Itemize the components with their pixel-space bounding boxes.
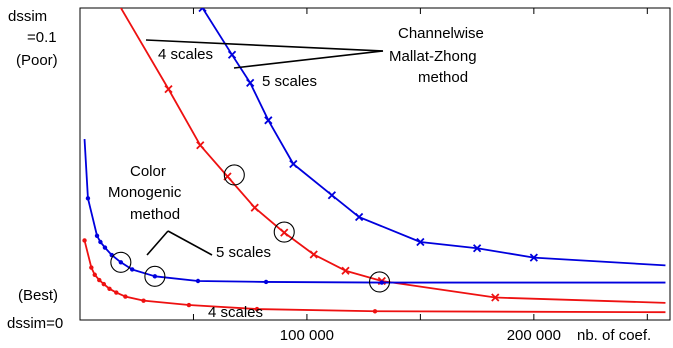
mono-pointer-b <box>167 230 213 256</box>
series-2 <box>83 138 666 285</box>
mallat-label-line1: Channelwise <box>398 25 484 42</box>
data-point-marker <box>354 212 364 222</box>
data-point-marker <box>101 281 107 287</box>
mono-label-line1: Color <box>130 163 166 180</box>
series-layer <box>82 8 666 314</box>
series-line <box>83 240 666 314</box>
data-point-marker <box>254 306 260 312</box>
data-point-marker <box>227 50 237 59</box>
y-axis-bottom-label-line2: dssim=0 <box>7 315 63 332</box>
data-point-marker <box>491 293 500 302</box>
data-point-marker <box>102 245 108 250</box>
x-axis-ticks: 100 000 200 000 <box>192 8 648 344</box>
highlight-circle <box>223 164 245 186</box>
series-0 <box>198 8 666 267</box>
mono-label-line2: Monogenic <box>108 184 182 201</box>
data-point-marker <box>82 238 87 243</box>
mono-4-scales-label: 4 scales <box>208 304 263 321</box>
mallat-5-scales-label: 5 scales <box>262 73 317 90</box>
data-point-marker <box>372 309 378 314</box>
data-point-marker <box>152 274 158 279</box>
mono-label-line3: method <box>130 206 180 223</box>
data-point-marker <box>264 116 273 125</box>
data-point-marker <box>341 266 350 275</box>
data-point-marker <box>114 290 119 295</box>
data-point-marker <box>250 203 259 212</box>
y-axis-top-label-line1: dssim <box>8 8 47 25</box>
data-point-marker <box>280 228 289 237</box>
data-point-marker <box>97 277 102 283</box>
data-point-marker <box>123 294 128 299</box>
data-point-marker <box>263 279 269 285</box>
data-point-marker <box>327 191 337 200</box>
highlight-circle <box>273 221 295 243</box>
data-point-marker <box>289 159 298 169</box>
x-tick-label: 200 000 <box>507 327 561 344</box>
mallat-label-line3: method <box>418 69 468 86</box>
y-axis-top-label-line2: =0.1 <box>27 29 57 46</box>
data-point-marker <box>107 286 112 291</box>
data-point-marker <box>196 141 205 150</box>
plot-frame <box>79 7 671 321</box>
data-point-marker <box>164 84 173 94</box>
mono-pointer-a <box>146 230 169 256</box>
y-axis-bottom-label-line1: (Best) <box>18 287 58 304</box>
data-point-marker <box>129 267 135 272</box>
data-point-marker <box>118 260 124 265</box>
data-point-marker <box>89 265 94 270</box>
series-line <box>201 8 666 267</box>
data-point-marker <box>529 253 538 262</box>
data-point-marker <box>195 278 201 284</box>
mallat-pointer-5-scales <box>233 50 384 69</box>
data-point-marker <box>94 233 100 238</box>
data-point-marker <box>186 302 192 308</box>
data-point-marker <box>98 239 103 245</box>
data-point-marker <box>416 237 425 247</box>
highlight-circles <box>110 164 391 293</box>
highlight-circle <box>110 251 132 273</box>
data-point-marker <box>198 8 207 13</box>
series-3 <box>82 238 666 314</box>
data-point-marker <box>85 196 91 201</box>
data-point-marker <box>309 250 318 259</box>
highlight-circle <box>144 265 166 287</box>
data-point-marker <box>472 244 482 253</box>
data-point-marker <box>379 280 385 285</box>
x-tick-label: 100 000 <box>280 327 334 344</box>
data-point-marker <box>141 298 146 303</box>
x-axis-label: nb. of coef. <box>577 327 651 344</box>
highlight-circle <box>368 271 391 293</box>
data-point-marker <box>246 78 255 88</box>
mono-5-scales-label: 5 scales <box>216 244 271 261</box>
y-axis-top-label-line3: (Poor) <box>16 52 58 69</box>
mallat-label-line2: Mallat-Zhong <box>389 48 477 65</box>
mallat-4-scales-label: 4 scales <box>158 46 213 63</box>
mallat-pointer-4-scales <box>145 39 384 52</box>
data-point-marker <box>92 272 97 277</box>
